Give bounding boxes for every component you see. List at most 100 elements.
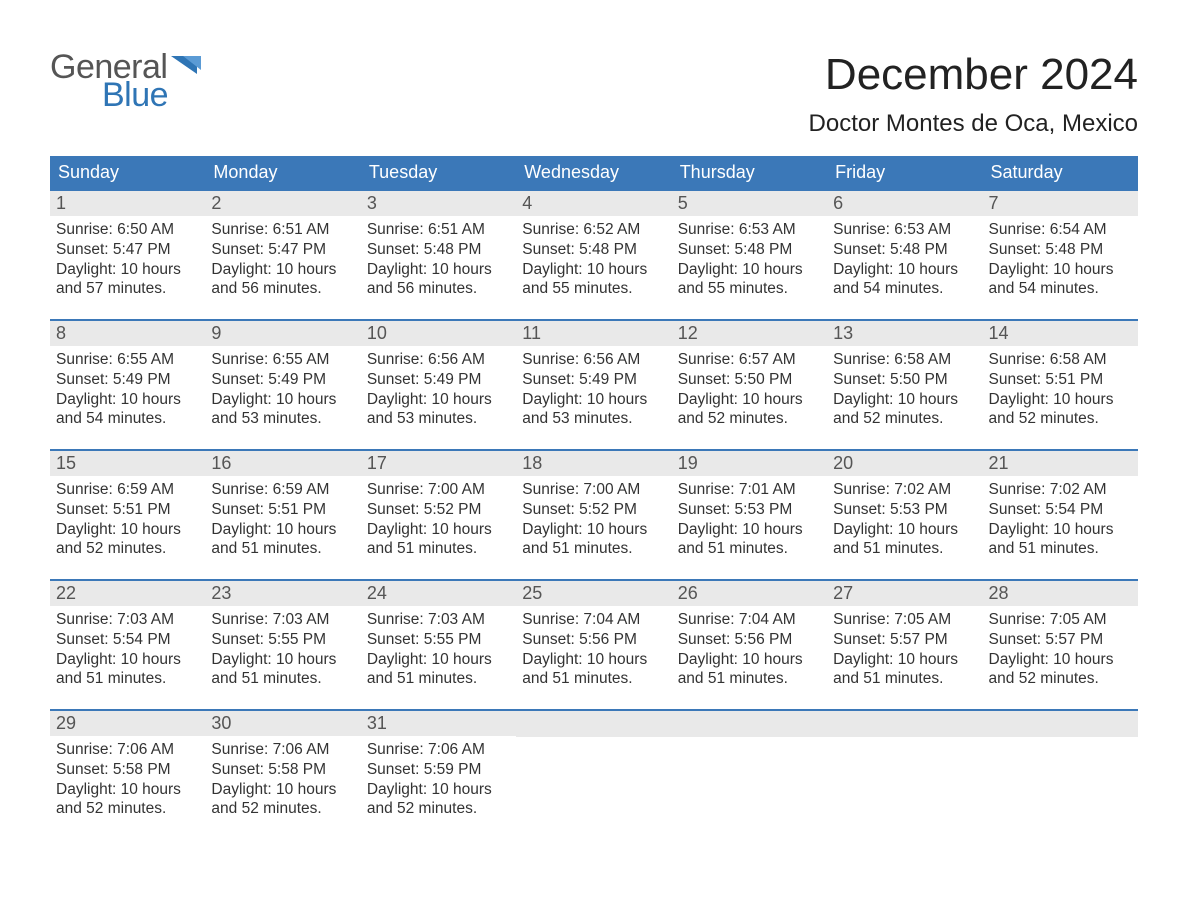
sunrise-line: Sunrise: 7:03 AM	[211, 610, 354, 630]
day-number: 18	[516, 451, 671, 476]
daylight-line: Daylight: 10 hours	[522, 260, 665, 280]
daylight-line: and 52 minutes.	[833, 409, 976, 429]
daylight-line: and 52 minutes.	[678, 409, 821, 429]
daylight-line: Daylight: 10 hours	[56, 650, 199, 670]
calendar-cell: 28Sunrise: 7:05 AMSunset: 5:57 PMDayligh…	[983, 580, 1138, 710]
day-number: 27	[827, 581, 982, 606]
daylight-line: Daylight: 10 hours	[678, 520, 821, 540]
calendar-cell	[516, 710, 671, 840]
day-number: 4	[516, 191, 671, 216]
day-body: Sunrise: 6:56 AMSunset: 5:49 PMDaylight:…	[361, 346, 516, 435]
daylight-line: and 52 minutes.	[56, 539, 199, 559]
sunset-line: Sunset: 5:56 PM	[678, 630, 821, 650]
sunrise-line: Sunrise: 7:03 AM	[367, 610, 510, 630]
day-body: Sunrise: 7:04 AMSunset: 5:56 PMDaylight:…	[516, 606, 671, 695]
day-number: 10	[361, 321, 516, 346]
day-body: Sunrise: 6:51 AMSunset: 5:48 PMDaylight:…	[361, 216, 516, 305]
day-body: Sunrise: 7:01 AMSunset: 5:53 PMDaylight:…	[672, 476, 827, 565]
daylight-line: and 56 minutes.	[367, 279, 510, 299]
day-body: Sunrise: 7:06 AMSunset: 5:58 PMDaylight:…	[50, 736, 205, 825]
daylight-line: Daylight: 10 hours	[989, 260, 1132, 280]
day-body: Sunrise: 6:57 AMSunset: 5:50 PMDaylight:…	[672, 346, 827, 435]
daylight-line: and 52 minutes.	[989, 669, 1132, 689]
calendar-cell: 19Sunrise: 7:01 AMSunset: 5:53 PMDayligh…	[672, 450, 827, 580]
daylight-line: Daylight: 10 hours	[678, 390, 821, 410]
day-number: 19	[672, 451, 827, 476]
calendar-cell: 26Sunrise: 7:04 AMSunset: 5:56 PMDayligh…	[672, 580, 827, 710]
day-number: 16	[205, 451, 360, 476]
daylight-line: and 52 minutes.	[56, 799, 199, 819]
daylight-line: and 51 minutes.	[678, 669, 821, 689]
calendar-cell: 6Sunrise: 6:53 AMSunset: 5:48 PMDaylight…	[827, 190, 982, 320]
day-number: 15	[50, 451, 205, 476]
day-number: 14	[983, 321, 1138, 346]
day-number: 22	[50, 581, 205, 606]
daylight-line: and 54 minutes.	[989, 279, 1132, 299]
title-block: December 2024 Doctor Montes de Oca, Mexi…	[809, 50, 1138, 152]
daylight-line: and 52 minutes.	[367, 799, 510, 819]
daylight-line: and 56 minutes.	[211, 279, 354, 299]
day-number: 7	[983, 191, 1138, 216]
daylight-line: and 51 minutes.	[522, 669, 665, 689]
daylight-line: and 51 minutes.	[833, 539, 976, 559]
sunset-line: Sunset: 5:48 PM	[989, 240, 1132, 260]
daylight-line: Daylight: 10 hours	[56, 520, 199, 540]
daylight-line: Daylight: 10 hours	[367, 260, 510, 280]
calendar-cell: 11Sunrise: 6:56 AMSunset: 5:49 PMDayligh…	[516, 320, 671, 450]
sunset-line: Sunset: 5:59 PM	[367, 760, 510, 780]
sunset-line: Sunset: 5:57 PM	[989, 630, 1132, 650]
day-body: Sunrise: 6:53 AMSunset: 5:48 PMDaylight:…	[672, 216, 827, 305]
sunset-line: Sunset: 5:55 PM	[367, 630, 510, 650]
sunrise-line: Sunrise: 6:56 AM	[522, 350, 665, 370]
daylight-line: Daylight: 10 hours	[211, 520, 354, 540]
day-number: 11	[516, 321, 671, 346]
day-header: Thursday	[672, 156, 827, 190]
day-number: 8	[50, 321, 205, 346]
day-number: 1	[50, 191, 205, 216]
sunset-line: Sunset: 5:53 PM	[833, 500, 976, 520]
day-body: Sunrise: 7:06 AMSunset: 5:58 PMDaylight:…	[205, 736, 360, 825]
location-subtitle: Doctor Montes de Oca, Mexico	[809, 110, 1138, 138]
sunset-line: Sunset: 5:57 PM	[833, 630, 976, 650]
day-body: Sunrise: 6:54 AMSunset: 5:48 PMDaylight:…	[983, 216, 1138, 305]
sunset-line: Sunset: 5:47 PM	[211, 240, 354, 260]
day-body: Sunrise: 6:55 AMSunset: 5:49 PMDaylight:…	[50, 346, 205, 435]
day-body: Sunrise: 7:02 AMSunset: 5:53 PMDaylight:…	[827, 476, 982, 565]
daylight-line: Daylight: 10 hours	[211, 650, 354, 670]
calendar-cell	[827, 710, 982, 840]
sunrise-line: Sunrise: 7:02 AM	[833, 480, 976, 500]
daylight-line: Daylight: 10 hours	[678, 260, 821, 280]
calendar-cell: 27Sunrise: 7:05 AMSunset: 5:57 PMDayligh…	[827, 580, 982, 710]
day-header-row: Sunday Monday Tuesday Wednesday Thursday…	[50, 156, 1138, 190]
calendar-week-row: 29Sunrise: 7:06 AMSunset: 5:58 PMDayligh…	[50, 710, 1138, 840]
sunset-line: Sunset: 5:51 PM	[56, 500, 199, 520]
sunrise-line: Sunrise: 7:02 AM	[989, 480, 1132, 500]
sunset-line: Sunset: 5:49 PM	[56, 370, 199, 390]
sunrise-line: Sunrise: 7:00 AM	[367, 480, 510, 500]
day-number: 24	[361, 581, 516, 606]
sunrise-line: Sunrise: 7:04 AM	[522, 610, 665, 630]
day-body: Sunrise: 7:04 AMSunset: 5:56 PMDaylight:…	[672, 606, 827, 695]
calendar-cell: 2Sunrise: 6:51 AMSunset: 5:47 PMDaylight…	[205, 190, 360, 320]
calendar-cell: 18Sunrise: 7:00 AMSunset: 5:52 PMDayligh…	[516, 450, 671, 580]
empty-day	[516, 711, 671, 737]
daylight-line: Daylight: 10 hours	[522, 520, 665, 540]
sunset-line: Sunset: 5:55 PM	[211, 630, 354, 650]
day-header: Friday	[827, 156, 982, 190]
daylight-line: Daylight: 10 hours	[56, 780, 199, 800]
sunset-line: Sunset: 5:50 PM	[833, 370, 976, 390]
calendar-cell: 7Sunrise: 6:54 AMSunset: 5:48 PMDaylight…	[983, 190, 1138, 320]
sunrise-line: Sunrise: 6:53 AM	[833, 220, 976, 240]
day-number: 20	[827, 451, 982, 476]
calendar-week-row: 22Sunrise: 7:03 AMSunset: 5:54 PMDayligh…	[50, 580, 1138, 710]
sunrise-line: Sunrise: 6:51 AM	[211, 220, 354, 240]
day-number: 30	[205, 711, 360, 736]
day-body: Sunrise: 6:51 AMSunset: 5:47 PMDaylight:…	[205, 216, 360, 305]
day-header: Saturday	[983, 156, 1138, 190]
daylight-line: and 57 minutes.	[56, 279, 199, 299]
calendar-week-row: 15Sunrise: 6:59 AMSunset: 5:51 PMDayligh…	[50, 450, 1138, 580]
sunset-line: Sunset: 5:49 PM	[367, 370, 510, 390]
calendar-cell: 17Sunrise: 7:00 AMSunset: 5:52 PMDayligh…	[361, 450, 516, 580]
daylight-line: and 51 minutes.	[367, 539, 510, 559]
empty-day	[983, 711, 1138, 737]
